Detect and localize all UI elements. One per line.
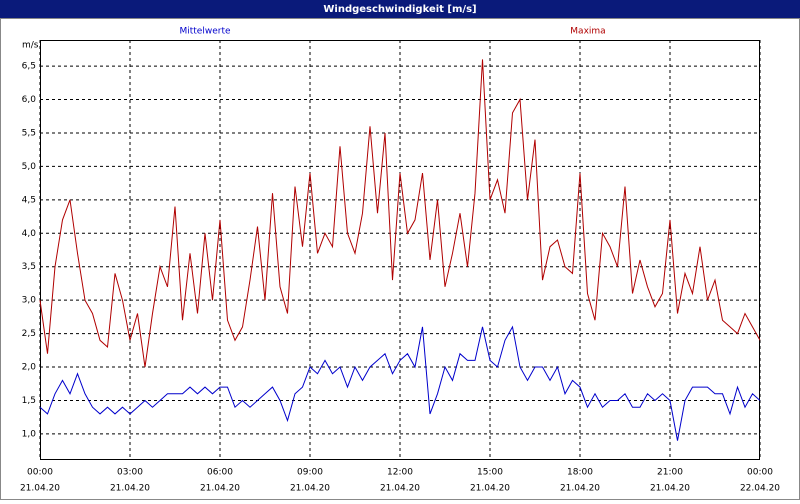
x-tick-date: 21.04.20 bbox=[650, 484, 690, 494]
x-tick-date: 21.04.20 bbox=[20, 484, 60, 494]
x-tick-date: 21.04.20 bbox=[470, 484, 510, 494]
x-tick-date: 21.04.20 bbox=[110, 484, 150, 494]
series-line bbox=[39, 325, 761, 441]
x-tick-label: 21:00 bbox=[657, 468, 683, 478]
y-unit: m/s bbox=[22, 41, 39, 51]
y-tick-label: 1,0 bbox=[22, 429, 37, 439]
y-tick-label: 3,5 bbox=[22, 262, 36, 272]
y-tick-label: 6,0 bbox=[22, 95, 37, 105]
x-tick-label: 03:00 bbox=[117, 468, 143, 478]
x-tick-label: 00:00 bbox=[27, 468, 53, 478]
x-tick-date: 22.04.20 bbox=[740, 484, 780, 494]
legend-label: Mittelwerte bbox=[179, 27, 230, 37]
y-tick-label: 4,5 bbox=[22, 195, 36, 205]
y-tick-label: 4,0 bbox=[22, 229, 37, 239]
x-tick-date: 21.04.20 bbox=[380, 484, 420, 494]
y-tick-label: 3,0 bbox=[22, 296, 37, 306]
y-tick-label: 2,5 bbox=[22, 329, 36, 339]
y-tick-label: 2,0 bbox=[22, 363, 37, 373]
x-tick-label: 09:00 bbox=[297, 468, 323, 478]
y-tick-label: 5,5 bbox=[22, 128, 36, 138]
x-tick-date: 21.04.20 bbox=[290, 484, 330, 494]
y-tick-label: 1,5 bbox=[22, 396, 36, 406]
legend-label: Maxima bbox=[570, 27, 605, 37]
x-tick-label: 00:00 bbox=[747, 468, 773, 478]
series-line bbox=[39, 59, 761, 368]
y-tick-label: 6,5 bbox=[22, 62, 36, 72]
x-tick-date: 21.04.20 bbox=[200, 484, 240, 494]
x-tick-date: 21.04.20 bbox=[560, 484, 600, 494]
title-bar bbox=[0, 0, 800, 18]
y-tick-label: 5,0 bbox=[22, 162, 37, 172]
x-tick-label: 18:00 bbox=[567, 468, 593, 478]
chart-title: Windgeschwindigkeit [m/s] bbox=[323, 4, 476, 15]
x-tick-label: 12:00 bbox=[387, 468, 413, 478]
x-tick-label: 15:00 bbox=[477, 468, 503, 478]
x-tick-label: 06:00 bbox=[207, 468, 233, 478]
